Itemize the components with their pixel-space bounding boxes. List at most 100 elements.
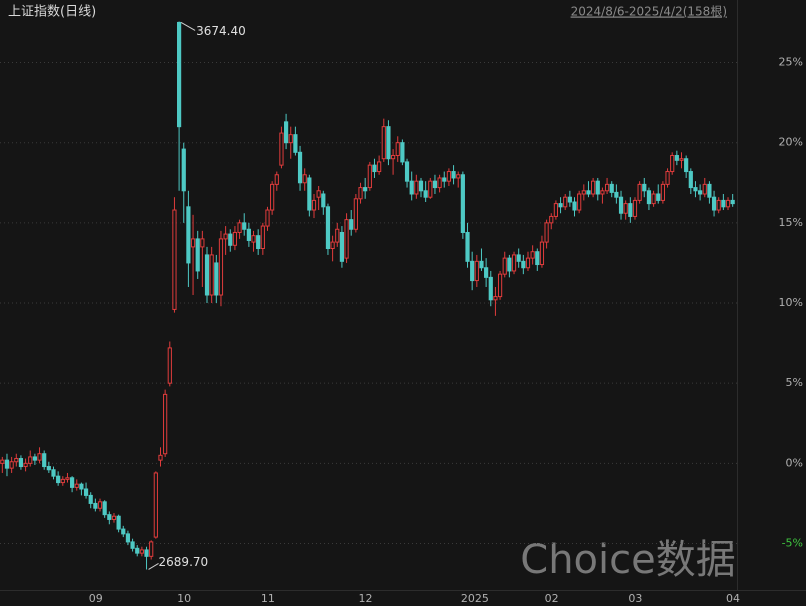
- candle-body: [511, 254, 517, 272]
- annotation-arrow: [148, 563, 159, 570]
- candle-body: [535, 251, 540, 266]
- candle-body: [716, 199, 721, 211]
- candle-body: [604, 183, 610, 192]
- y-tick-label: 5%: [786, 376, 803, 389]
- candle-body: [0, 459, 5, 464]
- candle-body: [400, 142, 405, 163]
- candle-body: [567, 196, 572, 203]
- candle-body: [670, 155, 675, 173]
- candle-body: [484, 267, 489, 278]
- candle-body: [539, 241, 545, 266]
- candle-body: [423, 190, 428, 198]
- candle-body: [186, 206, 191, 264]
- candle-body: [74, 483, 79, 488]
- candle-body: [353, 198, 358, 230]
- candle-body: [507, 257, 512, 272]
- candle-body: [618, 196, 624, 214]
- candle-body: [591, 180, 596, 195]
- x-tick-label: 2025: [461, 592, 489, 605]
- candle-body: [451, 171, 456, 179]
- candle-body: [228, 233, 233, 246]
- candle-body: [209, 254, 214, 296]
- candle-body: [116, 515, 121, 530]
- candle-body: [521, 260, 526, 269]
- candle-body: [311, 199, 317, 211]
- candle-body: [23, 462, 28, 468]
- candle-body: [493, 296, 498, 301]
- candle-body: [628, 203, 633, 217]
- candle-body: [200, 238, 205, 248]
- candle-body: [553, 203, 559, 217]
- candle-body: [204, 254, 210, 296]
- candle-body: [330, 241, 335, 250]
- candle-body: [163, 393, 168, 455]
- candle-body: [93, 502, 98, 509]
- candle-body: [707, 183, 712, 198]
- candle-body: [339, 231, 345, 262]
- candle-body: [358, 187, 363, 200]
- candle-body: [502, 257, 507, 275]
- candle-body: [679, 158, 684, 161]
- candle-body: [102, 501, 107, 516]
- candle-body: [381, 126, 386, 160]
- x-tick-label: 12: [359, 592, 373, 605]
- candle-body: [344, 219, 349, 259]
- candle-body: [711, 196, 717, 211]
- candle-body: [614, 191, 619, 198]
- candle-body: [256, 235, 261, 250]
- candle-body: [130, 541, 135, 549]
- candle-body: [83, 488, 89, 496]
- candle-body: [414, 180, 419, 195]
- candle-body: [144, 549, 149, 557]
- candle-body: [56, 475, 61, 484]
- candle-body: [609, 183, 614, 193]
- candle-body: [684, 158, 689, 173]
- x-tick-label: 11: [261, 592, 275, 605]
- candle-body: [70, 477, 75, 488]
- candle-body: [9, 461, 14, 469]
- candle-body: [260, 225, 265, 250]
- candle-body: [646, 190, 652, 205]
- chart-title: 上证指数(日线): [8, 5, 96, 20]
- candle-body: [65, 477, 70, 480]
- candle-body: [274, 174, 279, 185]
- candle-body: [581, 190, 586, 195]
- y-tick-label: 10%: [779, 296, 803, 309]
- candle-body: [181, 148, 186, 192]
- candle-body: [111, 515, 117, 520]
- candle-body: [307, 177, 312, 211]
- candle-body: [293, 134, 298, 153]
- candle-body: [363, 187, 368, 192]
- candle-body: [283, 121, 289, 144]
- candle-body: [516, 254, 521, 262]
- y-tick-label: 25%: [779, 56, 803, 69]
- candle-body: [428, 180, 433, 198]
- watermark: Choice数据: [520, 537, 735, 583]
- y-tick-label: 0%: [786, 456, 803, 469]
- x-tick-label: 02: [545, 592, 559, 605]
- candle-body: [139, 549, 144, 554]
- candle-body: [367, 164, 372, 189]
- candle-body: [693, 187, 698, 192]
- candle-body: [79, 483, 84, 490]
- candle-body: [288, 134, 293, 144]
- x-tick-label: 03: [628, 592, 642, 605]
- candle-body: [432, 180, 438, 189]
- candle-body: [335, 228, 340, 243]
- candle-body: [125, 533, 131, 543]
- candle-body: [214, 262, 219, 296]
- candle-body: [446, 171, 452, 182]
- candle-body: [51, 469, 56, 477]
- candle-body: [18, 458, 24, 468]
- candle-body: [586, 190, 591, 195]
- candle-body: [390, 155, 396, 160]
- candle-body: [60, 478, 65, 484]
- candle-body: [270, 183, 275, 211]
- candle-body: [600, 190, 605, 195]
- candle-body: [418, 180, 424, 192]
- candle-body: [456, 174, 461, 179]
- candle-body: [237, 222, 242, 233]
- range-label[interactable]: 2024/8/6-2025/4/2(158根): [571, 5, 727, 19]
- candle-body: [660, 183, 665, 201]
